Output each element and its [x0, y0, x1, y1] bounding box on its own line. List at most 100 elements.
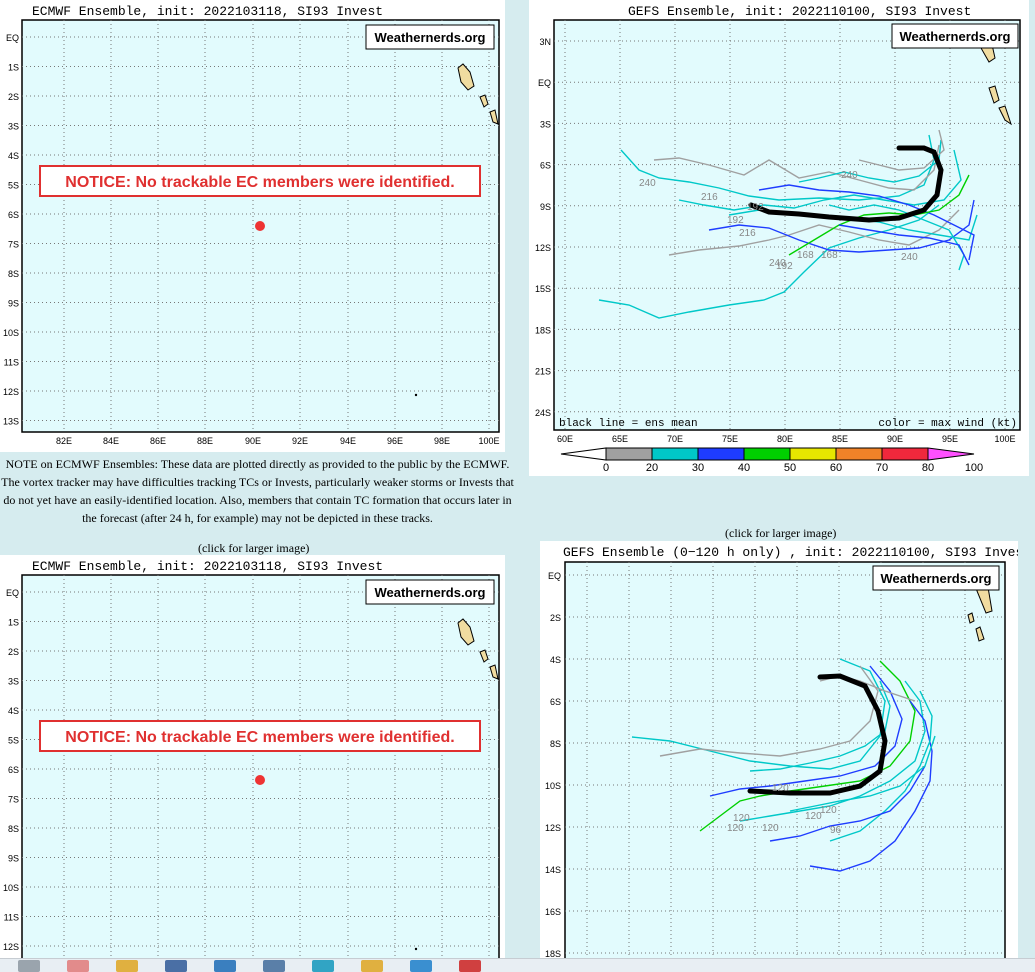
y-tick-label: 18S	[545, 949, 561, 958]
y-tick-label: 6S	[8, 765, 19, 775]
brand-label: Weathernerds.org	[374, 30, 485, 45]
x-tick-label: 100E	[994, 434, 1015, 444]
y-tick-label: 16S	[545, 907, 561, 917]
y-tick-label: 8S	[8, 824, 19, 834]
x-tick-label: 98E	[434, 436, 450, 446]
legend-value-label: 20	[646, 462, 658, 474]
forecast-hour-label: 120	[772, 783, 789, 794]
x-tick-label: 80E	[777, 434, 793, 444]
y-tick-label: 4S	[550, 655, 561, 665]
gefs-120-plot[interactable]: GEFS Ensemble (0−120 h only) , init: 202…	[540, 541, 1018, 958]
land-shape	[479, 94, 489, 108]
app-icon-1[interactable]	[116, 960, 138, 972]
storm-position-marker	[255, 775, 265, 785]
land-shape	[479, 649, 489, 663]
ens-mean-note: black line = ens mean	[559, 418, 698, 430]
land-shape	[975, 626, 985, 642]
wind-color-note: color = max wind (kt)	[878, 418, 1017, 430]
taskbar	[0, 958, 1035, 972]
map-area	[21, 574, 500, 958]
y-tick-label: EQ	[6, 33, 19, 43]
y-tick-label: 5S	[8, 181, 19, 191]
y-axis-ticks: 3N EQ 3S 6S 9S 12S 15S 18S 21S 24S	[535, 37, 551, 418]
y-tick-label: 7S	[8, 795, 19, 805]
legend-value-label: 100	[965, 462, 983, 474]
grid-lines	[22, 20, 499, 432]
app-icon-3[interactable]	[214, 960, 236, 972]
y-tick-label: 1S	[8, 618, 19, 628]
land-shape	[457, 63, 475, 91]
forecast-hour-label: 240	[841, 170, 858, 181]
map-area	[553, 19, 1021, 431]
y-tick-label: 13S	[3, 417, 19, 427]
y-tick-label: 24S	[535, 408, 551, 418]
forecast-hour-label: 120	[762, 823, 779, 834]
y-tick-label: 2S	[8, 647, 19, 657]
gefs120-title: GEFS Ensemble (0−120 h only) , init: 202…	[563, 545, 1018, 560]
brand-box	[872, 565, 1000, 591]
legend-value-label: 60	[830, 462, 842, 474]
y-tick-label: 21S	[535, 367, 551, 377]
x-axis-ticks: 82E 84E 86E 88E 90E 92E 94E 96E 98E 100E	[56, 436, 500, 446]
y-tick-label: 15S	[535, 284, 551, 294]
island-dot	[414, 393, 418, 397]
brand-box	[365, 579, 495, 605]
app-icon-5[interactable]	[361, 960, 383, 972]
forecast-hour-label: 240	[901, 252, 918, 263]
legend-value-label: 40	[738, 462, 750, 474]
gefs-title: GEFS Ensemble, init: 2022110100, SI93 In…	[628, 4, 971, 19]
y-tick-label: 9S	[8, 854, 19, 864]
forecast-hour-label: 192	[776, 261, 793, 272]
storm-position-marker	[255, 221, 265, 231]
brand-label: Weathernerds.org	[880, 571, 991, 586]
forecast-hour-label: 120	[727, 823, 744, 834]
browser-icon[interactable]	[263, 960, 285, 972]
x-tick-label: 70E	[667, 434, 683, 444]
y-tick-label: 6S	[550, 697, 561, 707]
notice-text: NOTICE: No trackable EC members were ide…	[65, 174, 454, 191]
folder-icon[interactable]	[67, 960, 89, 972]
y-tick-label: 1S	[8, 63, 19, 73]
y-tick-label: 12S	[535, 243, 551, 253]
y-tick-label: 18S	[535, 325, 551, 335]
x-tick-label: 88E	[197, 436, 213, 446]
y-tick-label: 3S	[8, 677, 19, 687]
forecast-hour-label: 240	[639, 178, 656, 189]
y-tick-label: 9S	[8, 299, 19, 309]
ecmwf-plot-bottom[interactable]: ECMWF Ensemble, init: 2022103118, SI93 I…	[0, 555, 505, 958]
gefs-plot[interactable]: GEFS Ensemble, init: 2022110100, SI93 In…	[529, 0, 1029, 476]
app-icon-7[interactable]	[459, 960, 481, 972]
x-tick-label: 85E	[832, 434, 848, 444]
x-tick-label: 86E	[150, 436, 166, 446]
x-tick-label: 90E	[245, 436, 261, 446]
forecast-hour-label: 120	[733, 813, 750, 824]
y-tick-label: 12S	[3, 942, 19, 952]
y-axis-ticks: EQ 1S 2S 3S 4S 5S 6S 7S 8S 9S 10S 11S 12S	[3, 588, 19, 952]
wind-legend: 0 20 30 40 50 60 70 80 100	[560, 447, 983, 474]
y-tick-label: 2S	[8, 92, 19, 102]
x-tick-label: 100E	[478, 436, 499, 446]
forecast-hour-label: 120	[820, 805, 837, 816]
click-larger-link-left[interactable]: (click for larger image)	[198, 541, 310, 555]
brand-box	[891, 23, 1019, 49]
app-icon-4[interactable]	[312, 960, 334, 972]
app-icon-2[interactable]	[165, 960, 187, 972]
click-larger-link-right[interactable]: (click for larger image)	[725, 526, 837, 540]
ecmwf-note: NOTE on ECMWF Ensembles: These data are …	[1, 457, 514, 525]
forecast-hour-label: 120	[805, 811, 822, 822]
file-explorer-icon[interactable]	[18, 960, 40, 972]
forecast-hour-label: 216	[739, 228, 756, 239]
app-icon-6[interactable]	[410, 960, 432, 972]
land-shape	[457, 618, 475, 646]
x-axis-ticks: 60E 65E 70E 75E 80E 85E 90E 95E 100E	[557, 434, 1016, 444]
grid-lines	[22, 575, 499, 958]
y-tick-label: 11S	[4, 913, 19, 923]
y-tick-label: 8S	[8, 269, 19, 279]
land-shape	[998, 105, 1012, 126]
y-tick-label: 9S	[540, 202, 551, 212]
forecast-hour-label: 216	[701, 192, 718, 203]
y-tick-label: EQ	[6, 588, 19, 598]
ecmwf-plot-top[interactable]: ECMWF Ensemble, init: 2022103118, SI93 I…	[0, 0, 505, 452]
legend-value-label: 80	[922, 462, 934, 474]
